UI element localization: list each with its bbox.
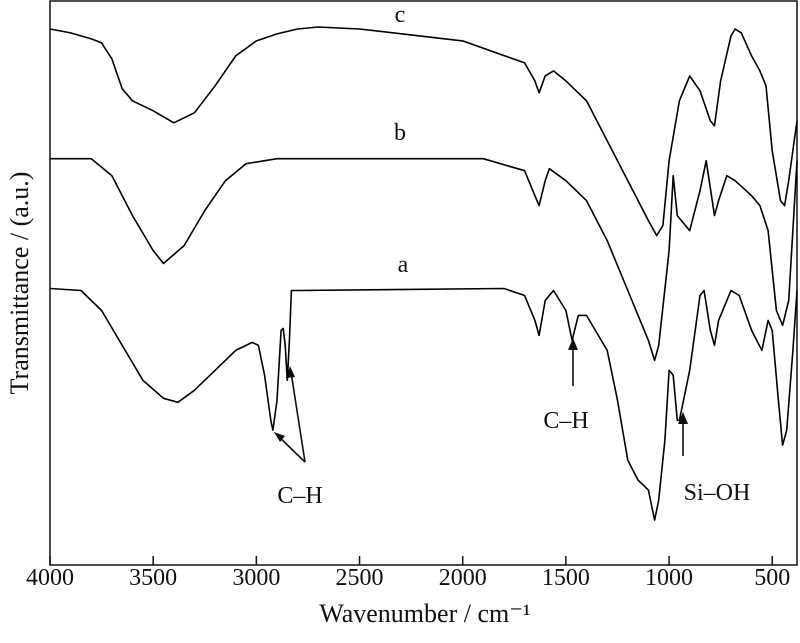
- plot-frame: [49, 0, 798, 566]
- arrow-heads: [274, 338, 688, 442]
- series-label: c: [395, 2, 406, 28]
- x-tick-label: 1500: [542, 565, 590, 591]
- y-axis-label: Transmittance / (a.u.): [5, 172, 34, 395]
- annotation: C–H: [277, 483, 322, 509]
- x-tick-label: 2500: [336, 565, 384, 591]
- arrows: [275, 344, 684, 463]
- x-axis-label: Wavenumber / cm⁻¹: [319, 599, 530, 628]
- x-tick-label: 3000: [232, 565, 280, 591]
- annotation: Si–OH: [684, 480, 751, 506]
- arrow-head: [568, 338, 578, 350]
- x-tick-label: 1000: [645, 565, 693, 591]
- annotation: C–H: [543, 408, 588, 434]
- x-tick-label: 500: [754, 565, 790, 591]
- x-tick-label: 4000: [26, 565, 74, 591]
- arrow-head: [678, 412, 688, 424]
- spectrum-line: [50, 157, 798, 362]
- series-label: a: [398, 252, 409, 278]
- arrow: [290, 371, 306, 463]
- x-tick-label: 2000: [439, 565, 487, 591]
- x-tick-label: 3500: [129, 565, 177, 591]
- spectrum-line: [49, 287, 798, 521]
- arrow-head: [274, 432, 285, 442]
- series-label: b: [394, 120, 406, 146]
- spectrum-line: [49, 26, 798, 237]
